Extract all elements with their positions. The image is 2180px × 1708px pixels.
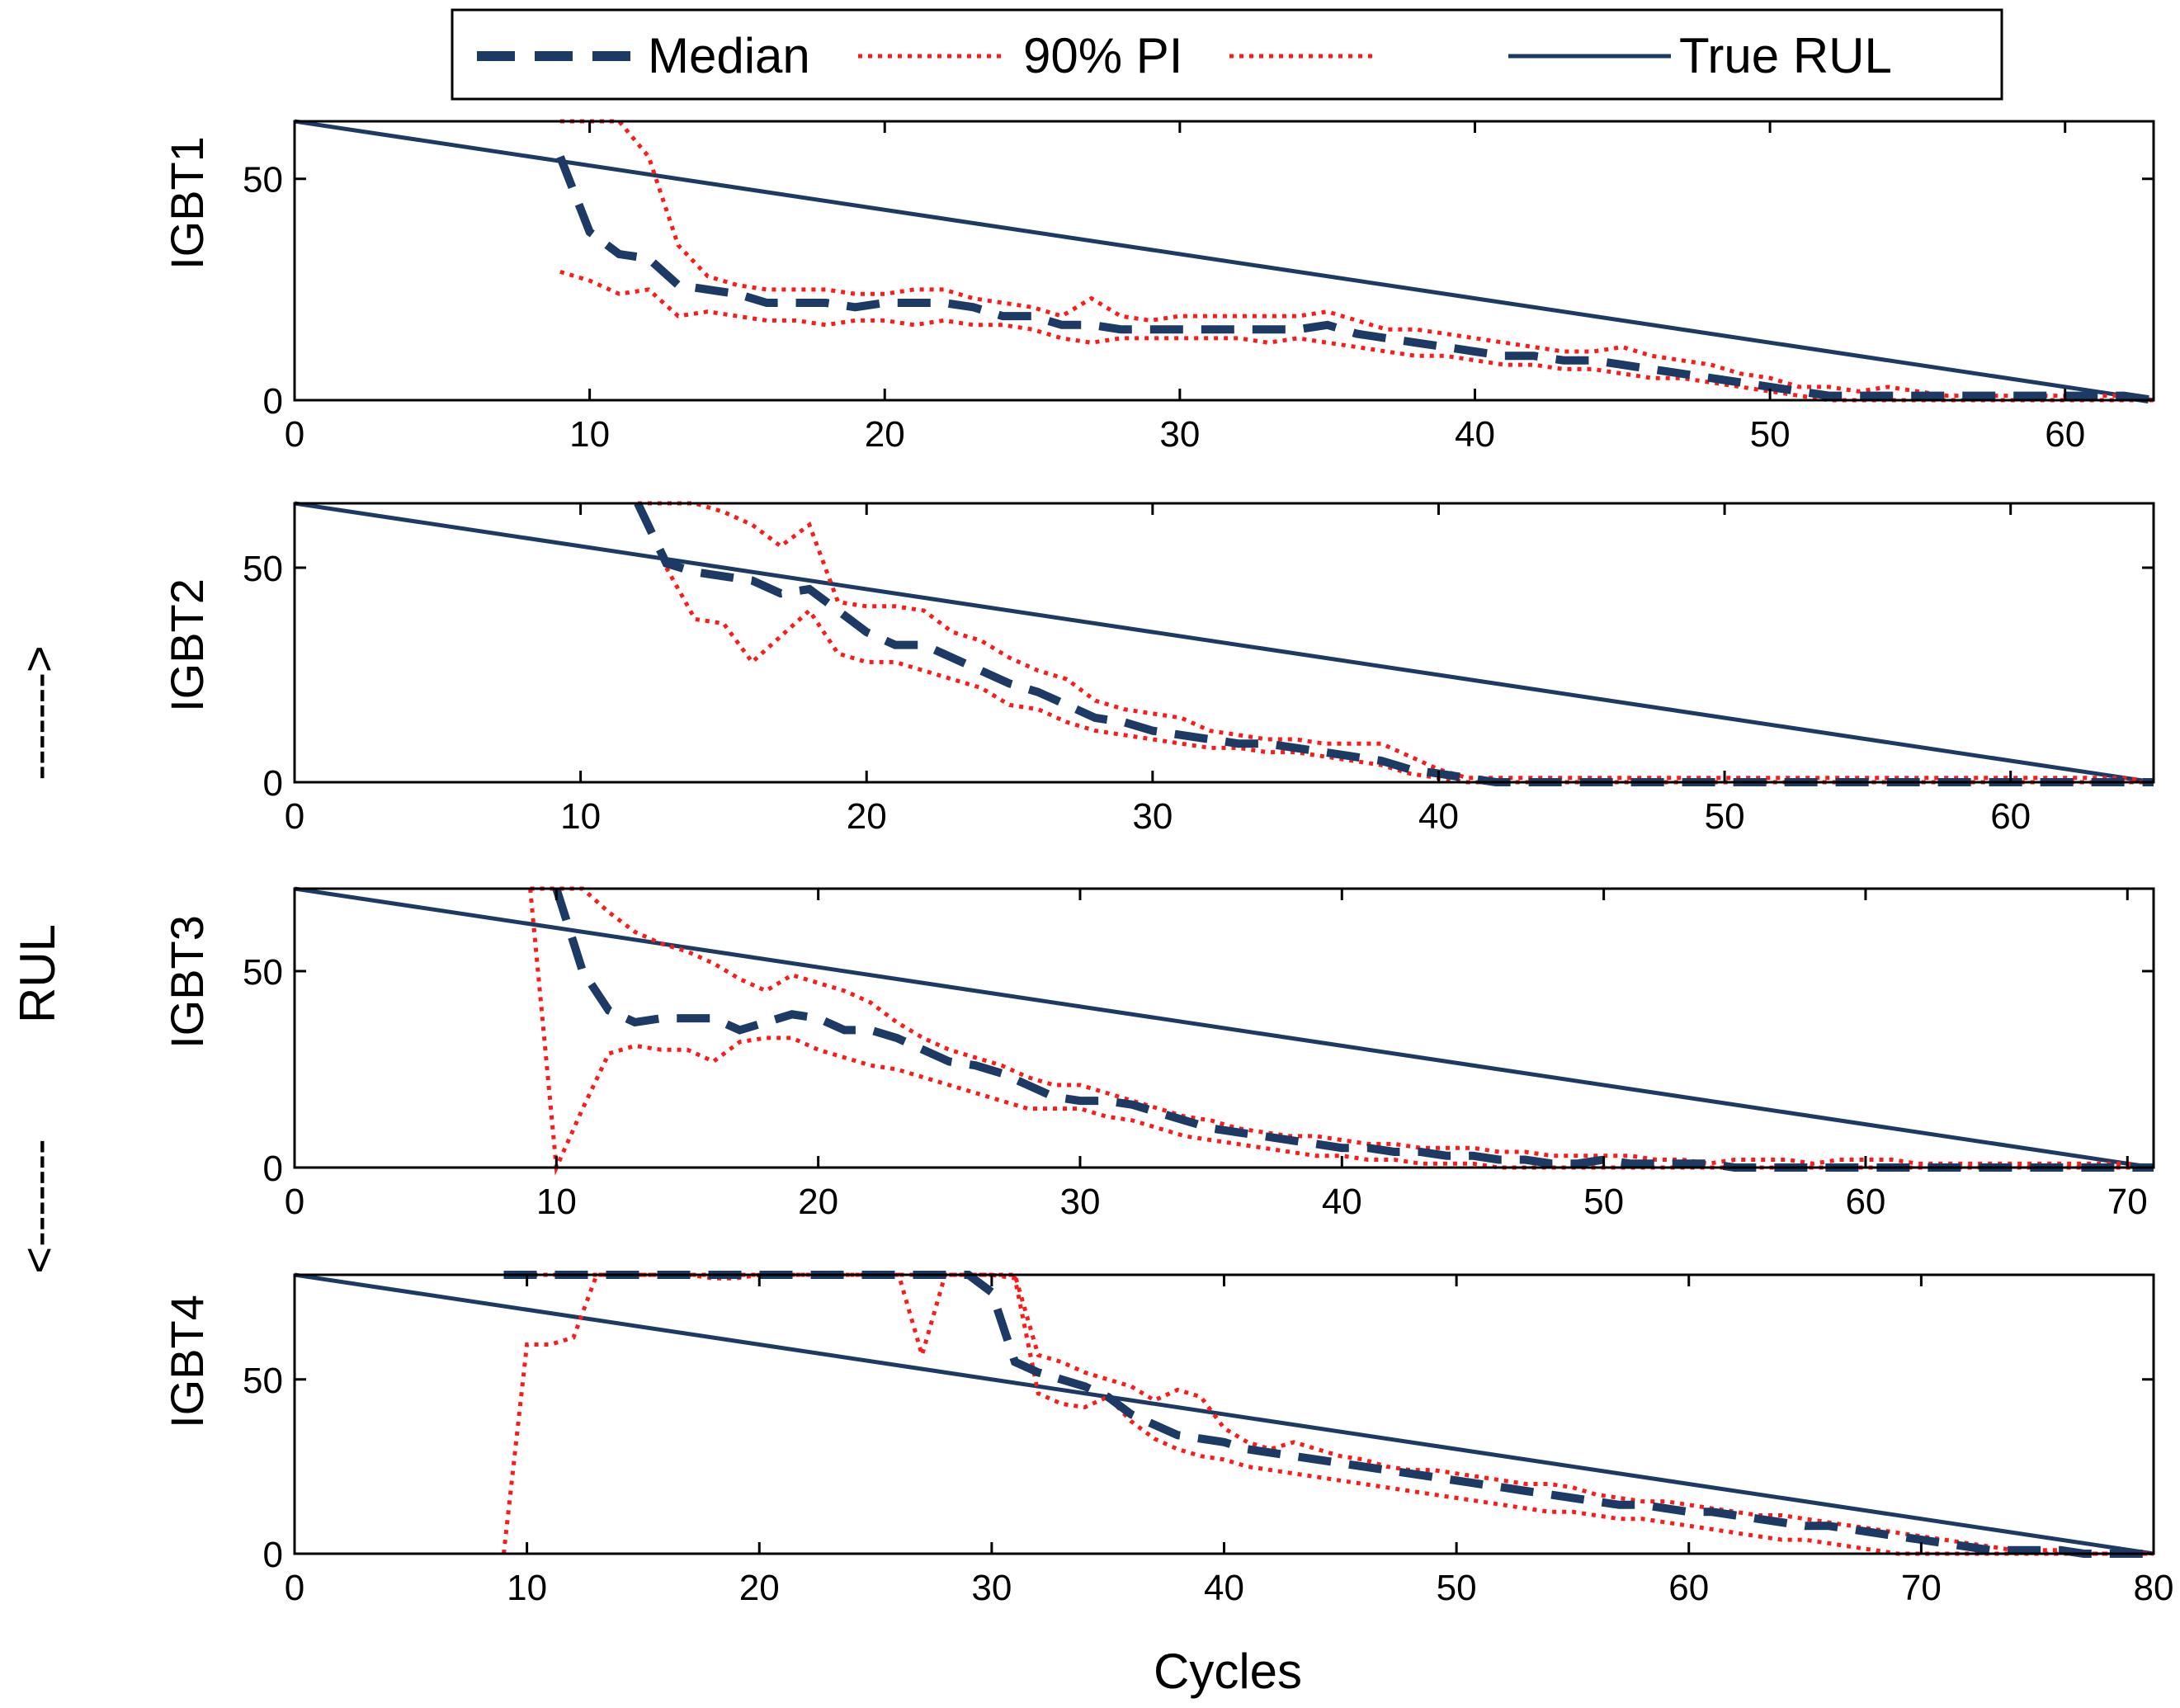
panel-2-ticks: 0 10 20 30 40 50 60 0 50 xyxy=(243,503,2154,837)
panel-1-xtick-label: 0 xyxy=(285,414,304,455)
panel-3-pi-upper-line xyxy=(530,886,2154,1170)
panel-1-ticks: 0 10 20 30 40 50 60 0 50 xyxy=(243,121,2154,455)
panel-2-xtick-label: 40 xyxy=(1418,796,1459,837)
panel-1-ylabel: IGBT1 xyxy=(161,136,213,270)
panel-2-axes-box xyxy=(293,502,2155,784)
panel-2-ylabel: IGBT2 xyxy=(161,578,213,712)
panel-2-xtick-label: 60 xyxy=(1990,796,2031,837)
panel-3-xtick-label: 10 xyxy=(536,1182,577,1222)
panel-1-median-line xyxy=(556,155,2154,404)
panel-1-true-rul-line xyxy=(294,119,2154,403)
panel-3-xtick-label: 40 xyxy=(1322,1182,1362,1222)
legend-true-label: True RUL xyxy=(1679,28,1892,83)
y-axis-arrow-up: -------> xyxy=(12,645,64,780)
panel-1-ytick-label: 0 xyxy=(263,381,283,422)
panel-2-ytick-label: 0 xyxy=(263,763,283,804)
panel-2-xtick-label: 30 xyxy=(1132,796,1173,837)
panel-1-xtick-label: 50 xyxy=(1750,414,1791,455)
panel-3-xtick-label: 20 xyxy=(798,1182,838,1222)
y-axis-arrow-down: <------- xyxy=(12,1139,64,1273)
panel-1-xtick-label: 40 xyxy=(1455,414,1495,455)
panel-4-true-rul-line xyxy=(294,1272,2154,1556)
panel-3-xtick-label: 0 xyxy=(285,1182,304,1222)
panel-4-xtick-label: 50 xyxy=(1437,1568,1477,1608)
legend-box xyxy=(451,8,2003,101)
legend-pi-label: 90% PI xyxy=(1023,28,1182,83)
panel-1-axes-box xyxy=(293,120,2155,402)
panel-2-xtick-label: 20 xyxy=(847,796,887,837)
panel-3-true-rul-line xyxy=(294,886,2154,1170)
panel-3-xtick-label: 30 xyxy=(1059,1182,1100,1222)
panel-4-xtick-label: 10 xyxy=(507,1568,547,1608)
panel-2-xtick-label: 50 xyxy=(1705,796,1745,837)
panel-1-xtick-label: 10 xyxy=(569,414,610,455)
panel-4-xtick-label: 30 xyxy=(971,1568,1012,1608)
panel-4-xtick-label: 70 xyxy=(1901,1568,1942,1608)
panel-2-true-rul-line xyxy=(294,501,2154,785)
panel-1-xtick-label: 20 xyxy=(865,414,905,455)
panel-3-ticks: 0 10 20 30 40 50 60 70 0 50 xyxy=(243,889,2154,1222)
panel-1-plot xyxy=(294,119,2154,404)
panel-3-xtick-label: 60 xyxy=(1845,1182,1885,1222)
x-axis-label: Cycles xyxy=(1154,1644,1302,1699)
panel-4-xtick-label: 20 xyxy=(739,1568,780,1608)
legend-median-label: Median xyxy=(648,28,810,83)
panel-1-pi-upper-line xyxy=(559,119,2154,403)
panel-igbt3: IGBT3 0 10 20 30 40 50 60 70 0 50 xyxy=(161,886,2155,1222)
panel-4-xtick-label: 80 xyxy=(2134,1568,2174,1608)
panel-1-ytick-label: 50 xyxy=(243,160,283,201)
panel-igbt2: IGBT2 0 10 20 30 40 50 60 0 50 xyxy=(161,501,2155,837)
panel-3-ytick-label: 50 xyxy=(243,952,283,993)
panel-4-xtick-label: 0 xyxy=(285,1568,304,1608)
panel-4-ytick-label: 0 xyxy=(263,1535,283,1575)
panel-4-ticks: 0 10 20 30 40 50 60 70 80 0 50 xyxy=(243,1275,2173,1608)
panel-4-ytick-label: 50 xyxy=(243,1361,283,1401)
panel-4-xtick-label: 60 xyxy=(1668,1568,1709,1608)
y-axis-label: RUL xyxy=(10,924,65,1023)
panel-3-ytick-label: 0 xyxy=(263,1149,283,1189)
legend: Median 90% PI True RUL xyxy=(451,8,2003,101)
panel-1-xtick-label: 30 xyxy=(1159,414,1200,455)
panel-4-xtick-label: 40 xyxy=(1204,1568,1244,1608)
panel-igbt1: IGBT1 0 10 20 30 40 50 60 0 50 xyxy=(161,119,2155,455)
panel-1-xtick-label: 60 xyxy=(2045,414,2085,455)
panel-3-ylabel: IGBT3 xyxy=(161,915,213,1049)
panel-4-ylabel: IGBT4 xyxy=(161,1295,213,1428)
panel-igbt4: IGBT4 0 10 20 30 40 50 60 70 80 0 50 xyxy=(161,1271,2173,1608)
panel-3-xtick-label: 70 xyxy=(2107,1182,2148,1222)
panel-2-ytick-label: 50 xyxy=(243,549,283,589)
panel-2-xtick-label: 10 xyxy=(560,796,601,837)
panel-2-pi-upper-line xyxy=(637,501,2154,785)
panel-2-xtick-label: 0 xyxy=(285,796,304,837)
panel-3-xtick-label: 50 xyxy=(1583,1182,1624,1222)
panel-3-axes-box xyxy=(293,887,2155,1169)
